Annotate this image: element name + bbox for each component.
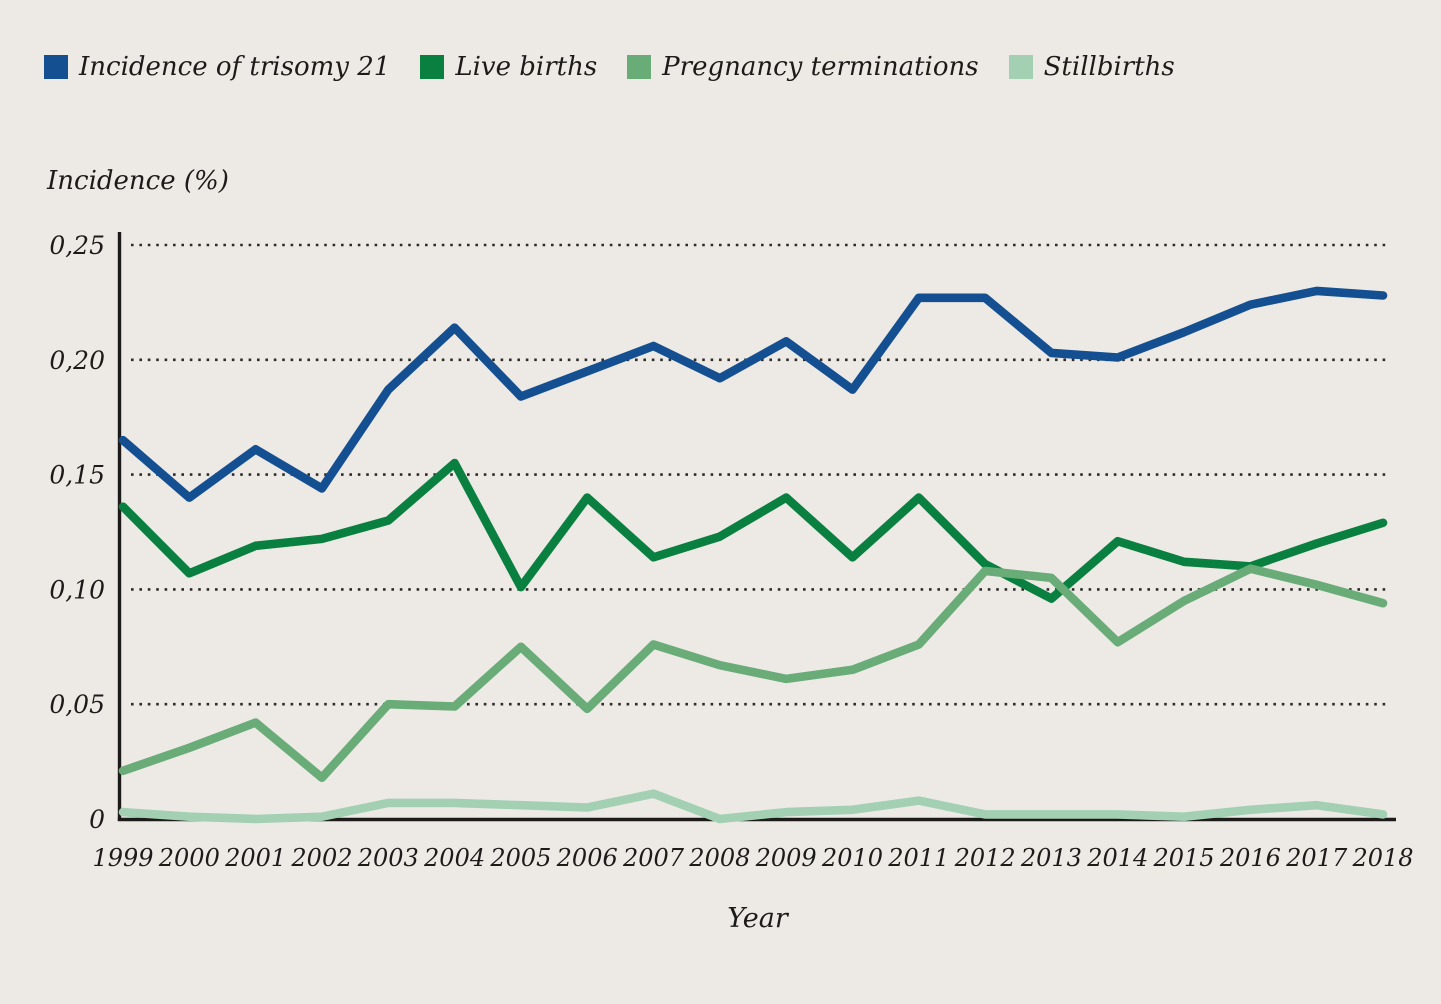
x-tick-label: 2018 xyxy=(1351,844,1413,872)
x-tick-label: 2014 xyxy=(1086,844,1148,872)
x-tick-label: 2009 xyxy=(755,844,817,872)
x-tick-label: 1999 xyxy=(92,844,153,872)
y-tick-label: 0,10 xyxy=(49,575,105,604)
legend-swatch-live-births-icon xyxy=(420,55,445,79)
x-tick-label: 2010 xyxy=(821,844,883,872)
x-tick-label: 2006 xyxy=(556,844,618,872)
y-tick-label: 0,15 xyxy=(49,461,105,490)
legend-label-terminations: Pregnancy terminations xyxy=(662,52,979,82)
x-tick-label: 2000 xyxy=(158,844,220,872)
x-tick-label: 2016 xyxy=(1219,844,1281,872)
series-line-incidence-of-trisomy-21 xyxy=(118,286,1388,502)
x-tick-label: 2007 xyxy=(622,844,685,872)
y-axis-title: Incidence (%) xyxy=(47,166,229,196)
series-line-pregnancy-terminations xyxy=(118,564,1388,783)
legend-label-stillbirths: Stillbirths xyxy=(1043,52,1175,82)
x-tick-label: 2017 xyxy=(1285,844,1348,872)
legend-swatch-incidence-icon xyxy=(44,55,68,79)
legend-swatch-stillbirths-icon xyxy=(1008,55,1033,79)
legend-item-live-births: Live births xyxy=(420,54,597,80)
legend-label-incidence: Incidence of trisomy 21 xyxy=(79,52,391,82)
legend-item-terminations: Pregnancy terminations xyxy=(627,52,979,82)
legend-item-stillbirths: Stillbirths xyxy=(1008,52,1175,82)
series-line-live-births xyxy=(118,458,1388,603)
legend-label-live-births: Live births xyxy=(455,52,598,82)
y-tick-label: 0,05 xyxy=(49,690,105,719)
x-tick-label: 2005 xyxy=(489,844,551,872)
x-axis-title: Year xyxy=(727,903,788,934)
x-tick-label: 2008 xyxy=(688,844,750,872)
y-tick-label: 0 xyxy=(89,805,105,834)
x-tick-label: 2003 xyxy=(357,844,419,872)
chart-legend: Incidence of trisomy 21 Live births Preg… xyxy=(44,54,1175,80)
x-tick-label: 2011 xyxy=(887,844,949,872)
x-tick-label: 2004 xyxy=(423,844,485,872)
legend-item-incidence: Incidence of trisomy 21 xyxy=(44,54,390,80)
x-tick-label: 2015 xyxy=(1153,844,1215,872)
y-tick-label: 0,25 xyxy=(49,231,105,260)
series-line-stillbirths xyxy=(118,789,1388,824)
x-tick-label: 2012 xyxy=(954,844,1016,872)
x-tick-label: 2002 xyxy=(290,844,352,872)
legend-swatch-terminations-icon xyxy=(627,55,652,79)
x-tick-label: 2013 xyxy=(1020,844,1082,872)
y-tick-label: 0,20 xyxy=(49,346,105,375)
x-tick-label: 2001 xyxy=(224,844,286,872)
